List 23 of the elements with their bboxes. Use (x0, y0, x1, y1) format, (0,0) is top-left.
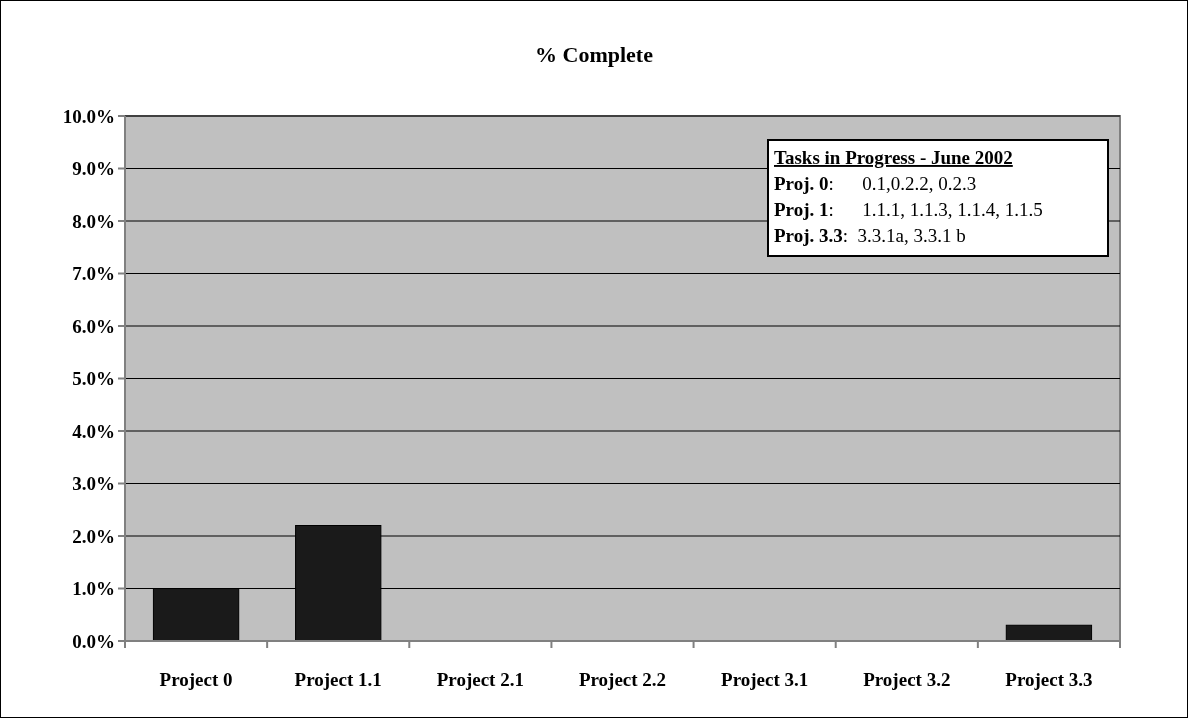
y-tick-label: 7.0% (72, 263, 115, 285)
x-tick-label: Project 3.1 (721, 669, 809, 690)
annotation: Proj. 0: 0.1,0.2.2, 0.2.3 (774, 173, 977, 194)
annotation: Proj. 3.3: 3.3.1a, 3.3.1 b (774, 225, 966, 246)
x-tick-label: Project 3.2 (863, 669, 951, 690)
annotation: Tasks in Progress - June 2002 (774, 147, 1013, 168)
y-tick-label: 1.0% (72, 578, 115, 600)
y-tick-label: 3.0% (72, 473, 115, 495)
y-tick-label: 6.0% (72, 315, 115, 337)
x-tick-label: Project 1.1 (294, 669, 382, 690)
chart-title: % Complete (535, 42, 654, 67)
y-tick-label: 9.0% (72, 158, 115, 180)
y-tick-label: 8.0% (72, 210, 115, 232)
y-tick-label: 5.0% (72, 368, 115, 390)
x-tick-label: Project 3.3 (1005, 669, 1093, 690)
y-tick-label: 10.0% (62, 105, 115, 127)
annotation: Proj. 1: 1.1.1, 1.1.3, 1.1.4, 1.1.5 (774, 199, 1043, 220)
y-tick-label: 2.0% (72, 525, 115, 547)
x-tick-label: Project 0 (159, 669, 233, 690)
x-tick-label: Project 2.1 (436, 669, 524, 690)
x-tick-label: Project 2.2 (578, 669, 667, 690)
y-tick-label: 4.0% (72, 420, 115, 442)
y-tick-label: 0.0% (72, 630, 115, 652)
